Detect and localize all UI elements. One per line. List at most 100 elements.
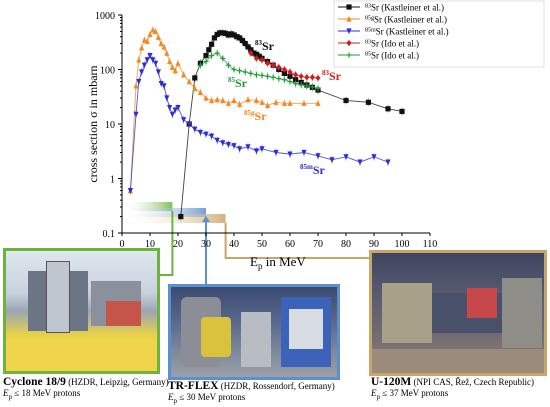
connector-arrow [202, 216, 210, 222]
data-point [209, 97, 215, 104]
data-point [139, 69, 145, 76]
x-tick-label: 10 [145, 239, 155, 250]
data-point [133, 111, 139, 118]
data-point [141, 36, 147, 43]
data-point [203, 131, 209, 138]
data-point [293, 71, 299, 78]
x-tick-label: 20 [173, 239, 183, 250]
data-point [141, 62, 147, 69]
data-point [167, 58, 173, 65]
data-point [192, 126, 198, 133]
data-point [220, 55, 226, 61]
data-point [237, 101, 243, 107]
data-point [315, 74, 321, 82]
data-point [197, 89, 203, 96]
data-point [234, 34, 240, 40]
data-point [223, 30, 229, 36]
data-point [399, 108, 405, 115]
data-point [178, 213, 184, 220]
data-point [214, 137, 220, 144]
facility-name: Cyclone 18/9 [3, 376, 66, 388]
data-point [225, 100, 231, 106]
x-tick-label: 50 [257, 239, 267, 250]
energy-range-bar [122, 208, 206, 217]
data-point [245, 96, 251, 103]
data-point [231, 97, 237, 104]
data-point [186, 121, 192, 128]
data-point [153, 60, 159, 67]
data-point [203, 94, 209, 101]
series-annotation: 85gSr [244, 109, 267, 123]
data-point [161, 83, 167, 90]
series-line [129, 29, 318, 191]
annotation-isotope: 85 [228, 76, 236, 84]
data-point [287, 151, 293, 158]
data-point [150, 26, 156, 33]
data-point [209, 41, 215, 47]
data-point [220, 97, 226, 104]
data-point [253, 97, 259, 104]
series-line [200, 52, 319, 89]
data-point [217, 30, 223, 36]
energy-limit: ≤ 37 MeV protons [380, 388, 449, 398]
data-point [164, 95, 170, 102]
legend-isotope: 85m [365, 28, 376, 34]
x-tick-label: 30 [201, 239, 211, 250]
annotation-isotope: 85m [300, 163, 313, 171]
legend-source: (Kastleiner et al.) [382, 15, 447, 25]
data-point [231, 143, 237, 149]
data-point [276, 64, 282, 71]
data-point [220, 140, 226, 146]
data-point [248, 49, 254, 57]
data-point [245, 44, 251, 50]
data-point [220, 30, 226, 36]
x-tick-label: 40 [229, 239, 239, 250]
caption-u120m: U-120M (NPI CAS, Řež, Czech Republic) Ep… [371, 376, 534, 403]
data-point [293, 81, 299, 87]
data-point [259, 72, 265, 78]
data-point [209, 52, 215, 59]
data-point [158, 81, 164, 87]
data-point [265, 60, 271, 67]
x-axis-label: Ep in MeV [250, 254, 306, 271]
data-point [155, 34, 161, 40]
data-point [242, 69, 248, 75]
data-point [343, 154, 349, 160]
legend-source: (Kastleiner et al.) [384, 27, 449, 37]
legend-element: Sr [371, 39, 379, 49]
data-point [253, 55, 259, 62]
data-point [228, 31, 234, 37]
data-point [214, 50, 220, 56]
series-annotation: 85mSr [300, 163, 326, 177]
data-point [346, 15, 352, 22]
energy-subscript: p [173, 396, 178, 405]
data-point [259, 99, 265, 105]
facility-name: TR-FLEX [168, 380, 219, 392]
data-point [133, 82, 139, 89]
data-point [253, 148, 259, 155]
data-point [172, 67, 178, 74]
legend-label: 85gSr (Kastleiner et al.) [365, 15, 447, 25]
data-point [197, 62, 203, 68]
data-point [248, 70, 254, 76]
legend-source: (Kastleiner et al.) [379, 3, 444, 13]
data-point [209, 133, 215, 140]
y-tick-label: 1000 [95, 11, 115, 22]
data-point [197, 129, 203, 136]
legend-label: 83Sr (Ido et al.) [365, 39, 419, 49]
data-point [181, 117, 187, 123]
data-point [158, 40, 164, 47]
data-point [225, 62, 231, 68]
data-point [203, 58, 209, 65]
data-point [270, 62, 276, 69]
data-point [281, 77, 287, 83]
data-point [242, 40, 248, 47]
data-point [153, 28, 159, 35]
x-tick-label: 60 [285, 239, 295, 250]
data-point [225, 32, 231, 38]
data-point [192, 75, 198, 81]
data-point [301, 149, 307, 156]
data-point [239, 37, 245, 44]
annotation-element: Sr [255, 109, 268, 123]
